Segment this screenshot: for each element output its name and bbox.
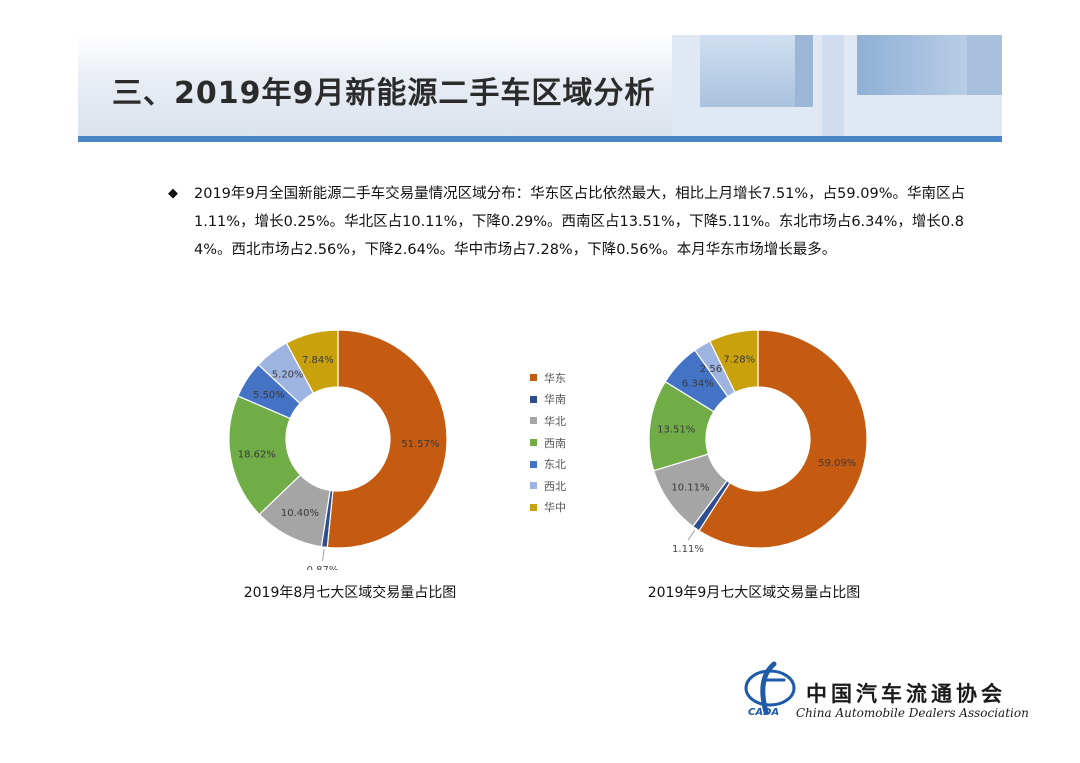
cada-logo-icon	[744, 661, 796, 715]
donut-chart-september: 59.09% 1.11% 10.11% 13.51% 6.34% 2.56%7.28%	[648, 329, 868, 555]
chart-caption-september: 2019年9月七大区域交易量占比图	[647, 585, 861, 601]
aug-slice-east	[326, 329, 448, 549]
aug-label-south: 0.87%	[307, 565, 339, 570]
legend-item-central: 华中	[530, 497, 566, 519]
legend-item-south: 华南	[530, 389, 566, 411]
aug-leader-line-south	[322, 549, 325, 562]
chart-legend: 华东华南华北西南东北西北华中	[530, 367, 566, 518]
sep-label-southwest: 13.51%	[657, 424, 695, 435]
legend-item-northeast: 东北	[530, 453, 566, 475]
summary-paragraph: ◆ 2019年9月全国新能源二手车交易量情况区域分布：华东区占比依然最大，相比上…	[168, 180, 968, 264]
aug-label-east: 51.57%	[401, 439, 439, 450]
logo-abbreviation: CADA	[748, 707, 780, 718]
sep-label-east: 59.09%	[818, 458, 856, 469]
legend-swatch-northwest	[530, 482, 537, 490]
legend-label: 华东	[544, 371, 566, 385]
legend-label: 西南	[544, 436, 566, 450]
aug-label-northwest: 5.20%	[272, 370, 304, 381]
legend-item-northwest: 西北	[530, 475, 566, 497]
legend-item-southwest: 西南	[530, 432, 566, 454]
legend-swatch-north	[530, 417, 537, 425]
banner-underline	[78, 136, 1002, 142]
legend-item-north: 华北	[530, 410, 566, 432]
sep-label-central: 7.28%	[723, 355, 755, 366]
sep-label-north: 10.11%	[671, 482, 709, 493]
aug-label-southwest: 18.62%	[238, 450, 276, 461]
sep-label-northeast: 6.34%	[682, 379, 714, 390]
legend-item-east: 华东	[530, 367, 566, 389]
sep-slice-east	[698, 329, 868, 549]
legend-label: 西北	[544, 479, 566, 493]
org-name-chinese: 中国汽车流通协会	[806, 682, 1006, 706]
sep-leader-line-south	[687, 530, 696, 541]
summary-text: 2019年9月全国新能源二手车交易量情况区域分布：华东区占比依然最大，相比上月增…	[194, 186, 965, 258]
legend-swatch-southwest	[530, 439, 537, 447]
chart-caption-august: 2019年8月七大区域交易量占比图	[243, 585, 457, 601]
org-name-english: China Automobile Dealers Association	[796, 706, 1029, 720]
legend-label: 华中	[544, 501, 566, 515]
banner-cubes-decoration	[672, 35, 1002, 136]
legend-swatch-east	[530, 374, 537, 382]
donut-chart-august: 51.57% 0.87% 10.40% 18.62% 5.50% 5.20% 7.84%	[228, 329, 448, 570]
sep-slice-central	[709, 329, 759, 394]
legend-swatch-south	[530, 395, 537, 403]
page-title: 三、2019年9月新能源二手车区域分析	[112, 76, 656, 111]
aug-label-north: 10.40%	[281, 508, 319, 519]
sep-label-northwest: 2.56%	[700, 364, 732, 375]
legend-label: 东北	[544, 458, 566, 472]
bullet-diamond-icon: ◆	[168, 186, 178, 201]
title-banner	[78, 35, 1002, 136]
aug-label-northeast: 5.50%	[253, 390, 285, 401]
aug-slice-central	[285, 329, 339, 394]
legend-swatch-northeast	[530, 460, 537, 468]
sep-label-south: 1.11%	[672, 544, 704, 555]
legend-swatch-central	[530, 503, 537, 511]
legend-label: 华北	[544, 414, 566, 428]
aug-label-central: 7.84%	[302, 355, 334, 366]
legend-label: 华南	[544, 393, 566, 407]
